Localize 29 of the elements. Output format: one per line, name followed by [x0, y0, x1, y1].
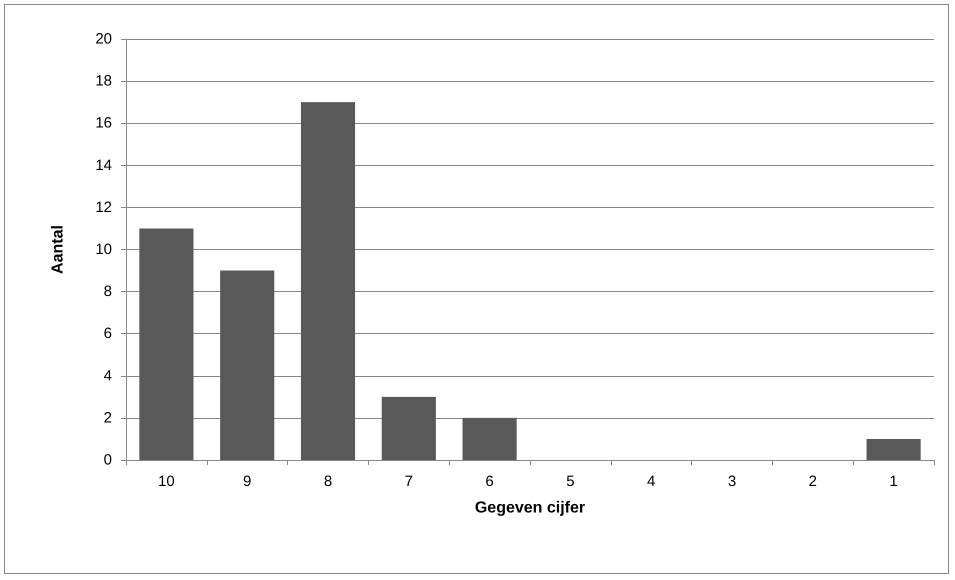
bar	[382, 396, 436, 460]
y-tick-label: 6	[104, 325, 112, 342]
x-tick-label: 1	[889, 473, 898, 490]
y-tick-label: 12	[95, 198, 112, 216]
bar	[220, 270, 274, 460]
y-tick-label: 16	[95, 114, 112, 132]
bar	[462, 418, 517, 460]
x-axis-title: Gegeven cijfer	[474, 500, 586, 516]
x-tick-label: 2	[808, 473, 817, 490]
y-tick-label: 18	[95, 72, 112, 90]
y-tick-label: 0	[104, 452, 112, 468]
x-tick-label: 5	[566, 473, 575, 490]
bar	[139, 228, 194, 460]
y-axis-title: Aantal	[50, 225, 66, 274]
y-tick-label: 20	[95, 30, 112, 48]
x-tick-label: 8	[324, 473, 332, 490]
y-tick-label: 14	[95, 156, 112, 174]
x-tick-label: 9	[243, 473, 252, 490]
x-tick-label: 3	[728, 473, 736, 490]
x-tick-label: 4	[647, 473, 656, 490]
y-tick-label: 10	[95, 241, 112, 258]
x-tick-label: 10	[158, 473, 175, 490]
y-tick-label: 4	[104, 367, 112, 384]
bar	[866, 438, 921, 460]
bar	[300, 102, 356, 460]
y-tick-label: 2	[104, 409, 112, 426]
x-tick-label: 7	[404, 473, 413, 490]
y-tick-label: 8	[104, 283, 112, 300]
x-tick-label: 6	[485, 473, 494, 490]
